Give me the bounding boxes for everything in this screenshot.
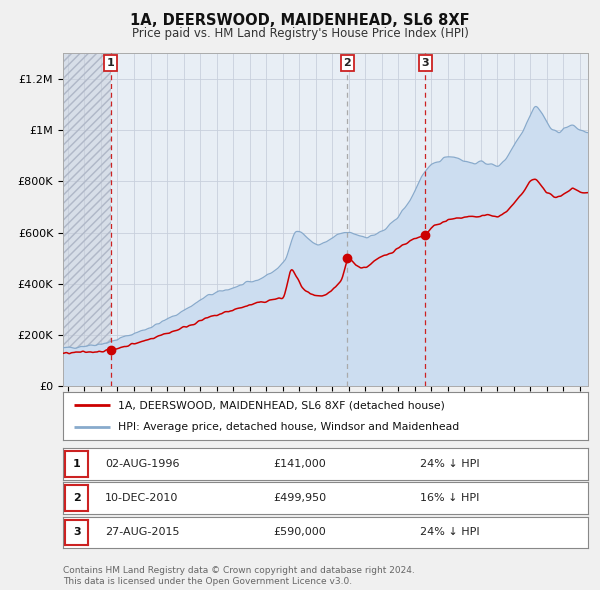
Text: 3: 3 (73, 527, 80, 537)
Text: £499,950: £499,950 (273, 493, 326, 503)
Text: 02-AUG-1996: 02-AUG-1996 (105, 459, 179, 469)
Text: 3: 3 (422, 58, 429, 68)
Text: 2: 2 (73, 493, 80, 503)
Text: 27-AUG-2015: 27-AUG-2015 (105, 527, 179, 537)
Text: 2: 2 (343, 58, 351, 68)
Text: 24% ↓ HPI: 24% ↓ HPI (420, 459, 479, 469)
Text: Price paid vs. HM Land Registry's House Price Index (HPI): Price paid vs. HM Land Registry's House … (131, 27, 469, 40)
Text: 1: 1 (107, 58, 115, 68)
Text: £590,000: £590,000 (273, 527, 326, 537)
Bar (63, 53, 110, 386)
Text: 24% ↓ HPI: 24% ↓ HPI (420, 527, 479, 537)
Text: 10-DEC-2010: 10-DEC-2010 (105, 493, 178, 503)
Text: Contains HM Land Registry data © Crown copyright and database right 2024.
This d: Contains HM Land Registry data © Crown c… (63, 566, 415, 586)
Text: £141,000: £141,000 (273, 459, 326, 469)
Text: HPI: Average price, detached house, Windsor and Maidenhead: HPI: Average price, detached house, Wind… (118, 422, 460, 432)
Text: 1A, DEERSWOOD, MAIDENHEAD, SL6 8XF (detached house): 1A, DEERSWOOD, MAIDENHEAD, SL6 8XF (deta… (118, 400, 445, 410)
Text: 1A, DEERSWOOD, MAIDENHEAD, SL6 8XF: 1A, DEERSWOOD, MAIDENHEAD, SL6 8XF (130, 13, 470, 28)
Bar (63, 53, 110, 386)
Text: 16% ↓ HPI: 16% ↓ HPI (420, 493, 479, 503)
Text: 1: 1 (73, 459, 80, 469)
